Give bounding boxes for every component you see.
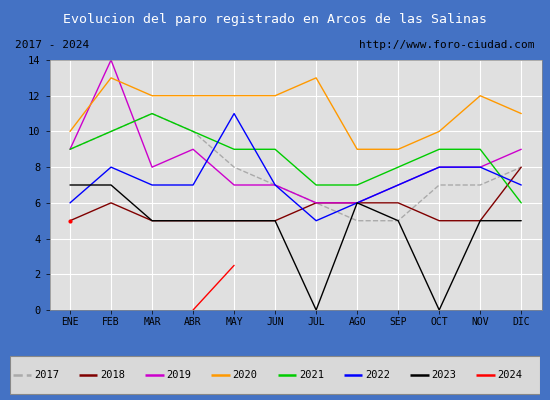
Text: 2022: 2022 xyxy=(365,370,390,380)
Text: 2024: 2024 xyxy=(498,370,522,380)
Text: 2017: 2017 xyxy=(34,370,59,380)
Text: 2023: 2023 xyxy=(431,370,456,380)
FancyBboxPatch shape xyxy=(10,356,540,394)
Text: http://www.foro-ciudad.com: http://www.foro-ciudad.com xyxy=(359,40,535,50)
Text: 2018: 2018 xyxy=(100,370,125,380)
Text: Evolucion del paro registrado en Arcos de las Salinas: Evolucion del paro registrado en Arcos d… xyxy=(63,13,487,26)
Text: 2021: 2021 xyxy=(299,370,324,380)
Text: 2017 - 2024: 2017 - 2024 xyxy=(15,40,90,50)
Text: 2020: 2020 xyxy=(233,370,257,380)
Text: 2019: 2019 xyxy=(166,370,191,380)
